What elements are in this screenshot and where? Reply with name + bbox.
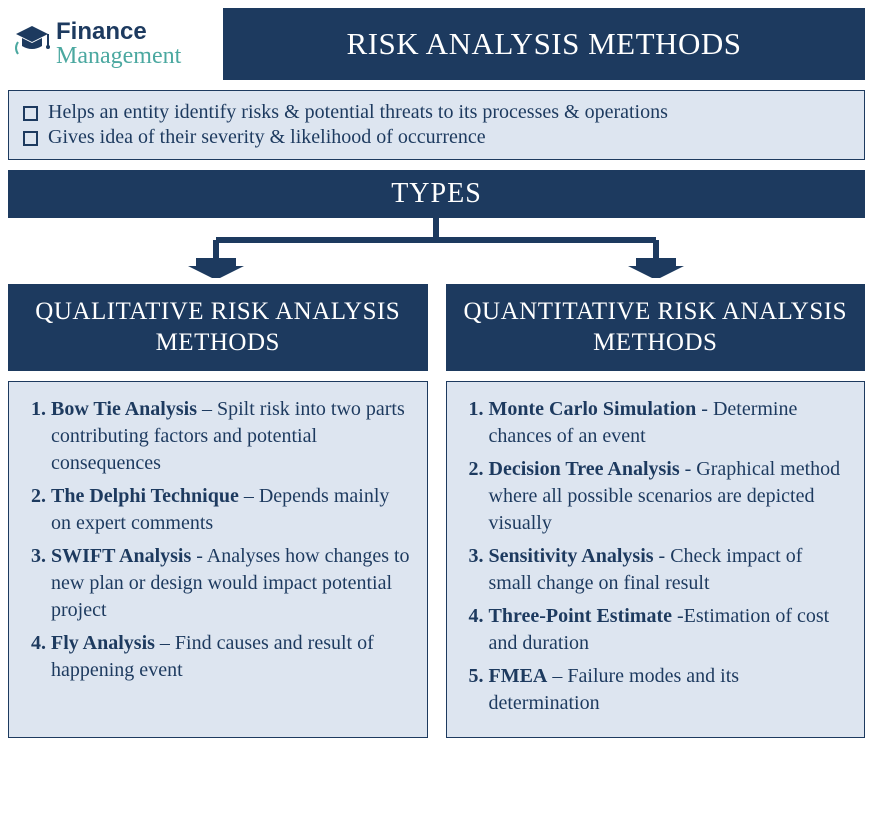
intro-panel: Helps an entity identify risks & potenti… <box>8 90 865 160</box>
qualitative-item: SWIFT Analysis - Analyses how changes to… <box>51 543 413 624</box>
columns: QUALITATIVE RISK ANALYSIS METHODS Bow Ti… <box>8 284 865 738</box>
qualitative-term: Fly Analysis <box>51 632 155 654</box>
quantitative-item: Three-Point Estimate -Estimation of cost… <box>489 603 851 657</box>
qualitative-item: Bow Tie Analysis – Spilt risk into two p… <box>51 396 413 477</box>
logo: Finance Management <box>8 8 203 80</box>
logo-text-line2: Management <box>56 44 181 68</box>
quantitative-term: Three-Point Estimate <box>489 605 673 627</box>
checkbox-bullet-icon <box>23 131 38 146</box>
intro-text: Helps an entity identify risks & potenti… <box>48 101 668 124</box>
checkbox-bullet-icon <box>23 106 38 121</box>
types-header: TYPES <box>8 170 865 218</box>
qualitative-term: The Delphi Technique <box>51 485 239 507</box>
qualitative-term: Bow Tie Analysis <box>51 398 197 420</box>
connector-diagram <box>8 218 865 278</box>
qualitative-item: The Delphi Technique – Depends mainly on… <box>51 483 413 537</box>
quantitative-term: FMEA <box>489 665 548 687</box>
quantitative-header: QUANTITATIVE RISK ANALYSIS METHODS <box>446 284 866 371</box>
quantitative-item: Decision Tree Analysis - Graphical metho… <box>489 456 851 537</box>
qualitative-item: Fly Analysis – Find causes and result of… <box>51 630 413 684</box>
logo-text-line1: Finance <box>56 20 181 44</box>
quantitative-item: FMEA – Failure modes and its determinati… <box>489 663 851 717</box>
quantitative-term: Sensitivity Analysis <box>489 545 654 567</box>
quantitative-column: QUANTITATIVE RISK ANALYSIS METHODS Monte… <box>446 284 866 738</box>
graduation-cap-icon <box>12 20 52 60</box>
qualitative-header: QUALITATIVE RISK ANALYSIS METHODS <box>8 284 428 371</box>
quantitative-item: Monte Carlo Simulation - Determine chanc… <box>489 396 851 450</box>
qualitative-term: SWIFT Analysis <box>51 545 191 567</box>
header-row: Finance Management RISK ANALYSIS METHODS <box>8 8 865 80</box>
quantitative-term: Decision Tree Analysis <box>489 458 680 480</box>
page-title: RISK ANALYSIS METHODS <box>223 8 865 80</box>
quantitative-body: Monte Carlo Simulation - Determine chanc… <box>446 381 866 738</box>
quantitative-item: Sensitivity Analysis - Check impact of s… <box>489 543 851 597</box>
intro-text: Gives idea of their severity & likelihoo… <box>48 126 486 149</box>
intro-item: Gives idea of their severity & likelihoo… <box>23 126 850 149</box>
quantitative-term: Monte Carlo Simulation <box>489 398 697 420</box>
qualitative-body: Bow Tie Analysis – Spilt risk into two p… <box>8 381 428 738</box>
qualitative-column: QUALITATIVE RISK ANALYSIS METHODS Bow Ti… <box>8 284 428 738</box>
intro-item: Helps an entity identify risks & potenti… <box>23 101 850 124</box>
